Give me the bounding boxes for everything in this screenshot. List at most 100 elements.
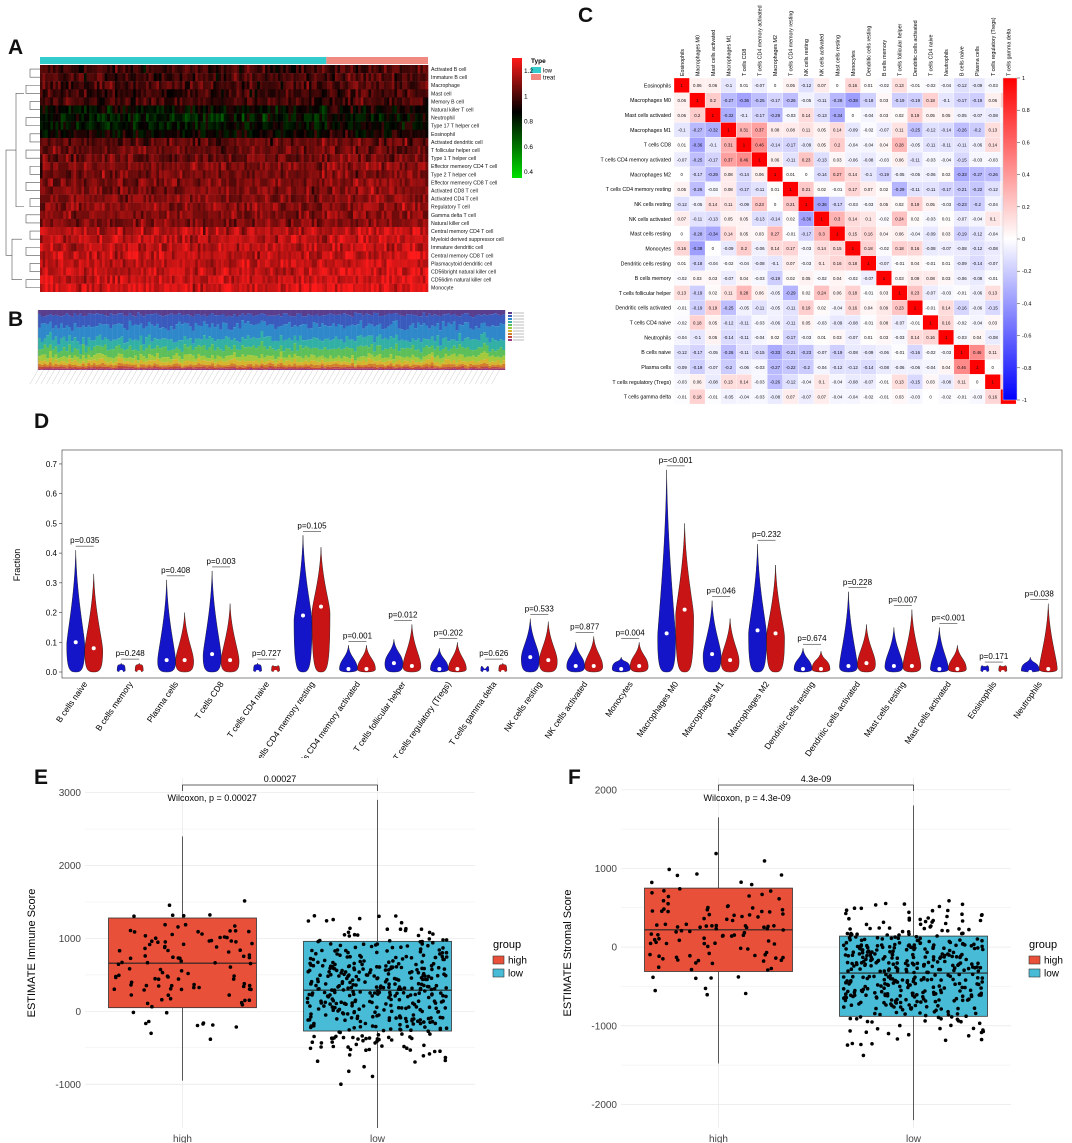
stacked-bar bbox=[57, 310, 61, 370]
stacked-bar bbox=[441, 310, 445, 370]
panel-label-a: A bbox=[8, 36, 24, 59]
stacked-bar bbox=[483, 310, 486, 370]
type-legend-low-swatch bbox=[531, 67, 541, 73]
stacked-bar bbox=[164, 310, 168, 370]
stacked-bar bbox=[139, 310, 143, 370]
x-tick-label: low bbox=[906, 1134, 922, 1143]
stacked-bar bbox=[334, 310, 338, 370]
corr-row: -0.01 -0.19 0.19 -0.25 -0.05 -0.11 -0.05 -0.11 0… bbox=[673, 300, 1017, 316]
violin-group-a bbox=[157, 579, 176, 673]
heatmap-row bbox=[40, 186, 429, 195]
stacked-bar bbox=[425, 310, 429, 370]
stacked-bar bbox=[136, 310, 140, 370]
stacked-bar bbox=[417, 310, 421, 370]
violin-group-a bbox=[384, 639, 404, 673]
d-y-tick: 0.1 bbox=[46, 638, 58, 647]
stacked-bar bbox=[257, 310, 261, 370]
x-tick-label: high bbox=[173, 1134, 192, 1143]
legend-high-swatch bbox=[492, 955, 505, 965]
stacked-bar bbox=[318, 310, 322, 370]
legend-high-label: high bbox=[508, 956, 527, 967]
violin-group-b bbox=[948, 645, 967, 673]
stacked-bar bbox=[54, 310, 58, 370]
stacked-bar bbox=[439, 310, 443, 370]
corr-column-label: Dendritic cells resting bbox=[866, 26, 872, 76]
heatmap-scale-tick: 1.2 bbox=[524, 68, 533, 75]
heatmap-row-label: Macrophage bbox=[431, 83, 460, 89]
panel-label-b: B bbox=[8, 308, 24, 331]
d-x-tick: Eosinophils bbox=[965, 679, 998, 720]
heatmap-row-label: Activated dendritic cell bbox=[431, 140, 483, 146]
violin-group-a bbox=[202, 570, 222, 673]
heatmap-row bbox=[40, 267, 429, 276]
violin-group-a bbox=[611, 657, 631, 673]
stacked-bar bbox=[293, 310, 297, 370]
corr-row-label: T cells CD4 memory resting bbox=[606, 187, 671, 193]
stacked-bar bbox=[62, 310, 66, 370]
y-tick-label: -2000 bbox=[591, 1100, 617, 1111]
violin-group-b-median bbox=[364, 667, 369, 672]
stacked-bar bbox=[216, 310, 220, 370]
stacked-bar bbox=[331, 310, 335, 370]
heatmap-row-label: Activated CD4 T cell bbox=[431, 197, 478, 203]
violin-group-a-median bbox=[210, 652, 215, 657]
corr-row: -0.03 0.06 -0.08 0.13 0.14 -0.03 -0.26 -0.12 -0.… bbox=[673, 374, 1017, 390]
d-x-tick: T cells CD8 bbox=[192, 679, 225, 721]
d-x-tick: B cells memory bbox=[93, 679, 135, 733]
stacked-bar bbox=[326, 310, 330, 370]
violin-group-a-median bbox=[528, 655, 533, 660]
legend-title: group bbox=[1029, 939, 1057, 951]
corr-column-label: B cells memory bbox=[882, 39, 888, 76]
type-legend-title: Type bbox=[531, 58, 546, 65]
heatmap-row-label: Type 1 T helper cell bbox=[431, 156, 476, 162]
jitter-points-high bbox=[112, 899, 254, 1041]
corr-column-label: T cells regulatory (Tregs) bbox=[991, 17, 997, 76]
violin-group-a-median bbox=[437, 667, 442, 672]
violin-group-b bbox=[811, 651, 831, 673]
stacked-bar bbox=[469, 310, 473, 370]
y-axis-label: ESTIMATE Immune Score bbox=[26, 889, 38, 1018]
stacked-bar bbox=[491, 310, 495, 370]
corr-row-label: Eosinophils bbox=[644, 83, 671, 89]
stacked-bar bbox=[90, 310, 94, 370]
corr-column-label: Neutrophils bbox=[944, 49, 950, 76]
stacked-bar bbox=[134, 310, 138, 370]
violin-group-a-median bbox=[710, 652, 715, 657]
panel-e-immune-boxplot: -1000 0 1000 2000 3000 ESTIMATE Immune Score h… bbox=[26, 774, 527, 1143]
corr-scale-tick: 0 bbox=[1022, 237, 1025, 243]
corr-row: 0.16 -0.38 0 -0.09 0.2 -0.06 0.14 0.17 -0.03 0.14… bbox=[673, 240, 1017, 256]
violin-group-a bbox=[839, 591, 858, 673]
heatmap-row bbox=[40, 275, 429, 284]
heatmap-row-label: Effector memeory CD8 T cell bbox=[431, 180, 497, 186]
panel-c-correlation-matrix: Eosinophils Macrophages M0 Mast cells acti… bbox=[600, 5, 1031, 405]
stacked-bar bbox=[375, 310, 379, 370]
stacked-bar bbox=[408, 310, 412, 370]
corr-scale-tick: -0.8 bbox=[1022, 366, 1031, 372]
heatmap-row-label: CD56bright natural killer cell bbox=[431, 270, 496, 276]
stacked-bar bbox=[309, 310, 313, 370]
corr-row: 0.13 -0.19 0.02 0.11 0.28 0.06 -0.05 -0.29 0.02 0… bbox=[673, 285, 1017, 301]
heatmap-row bbox=[40, 178, 429, 187]
heatmap-row-label: CD56dim natural killer cell bbox=[431, 278, 491, 284]
stacked-bar bbox=[323, 310, 327, 370]
stacked-bar bbox=[227, 310, 231, 370]
d-x-tick: Mast cells activated bbox=[902, 679, 953, 746]
heatmap-row bbox=[40, 259, 429, 268]
heatmap-row-label: Effector memeory CD4 T cell bbox=[431, 164, 497, 170]
y-tick-label: -1000 bbox=[55, 1080, 81, 1091]
stacked-bar bbox=[98, 310, 102, 370]
stacked-bar bbox=[183, 310, 187, 370]
violin-group-a bbox=[884, 627, 904, 673]
d-x-tick: Macrophages M0 bbox=[634, 679, 680, 739]
heatmap-row bbox=[40, 73, 429, 82]
p-value-label: p=0.007 bbox=[888, 596, 918, 605]
panel-label-e: E bbox=[34, 766, 49, 789]
corr-row: -0.02 0.18 0.05 -0.12 -0.11 -0.03 -0.06 -0.11 0.… bbox=[673, 314, 1017, 331]
corr-row: -0.12 -0.05 0.14 0.11 -0.09 0.23 0 0.21 1 -0.36 -0… bbox=[673, 196, 1017, 212]
stacked-bar bbox=[51, 310, 55, 370]
heatmap-scale-tick: 0.4 bbox=[524, 169, 533, 176]
stacked-bar bbox=[452, 310, 456, 370]
stacked-bar bbox=[73, 310, 77, 370]
stacked-bar bbox=[241, 310, 245, 370]
type-bar-treat bbox=[326, 57, 428, 64]
